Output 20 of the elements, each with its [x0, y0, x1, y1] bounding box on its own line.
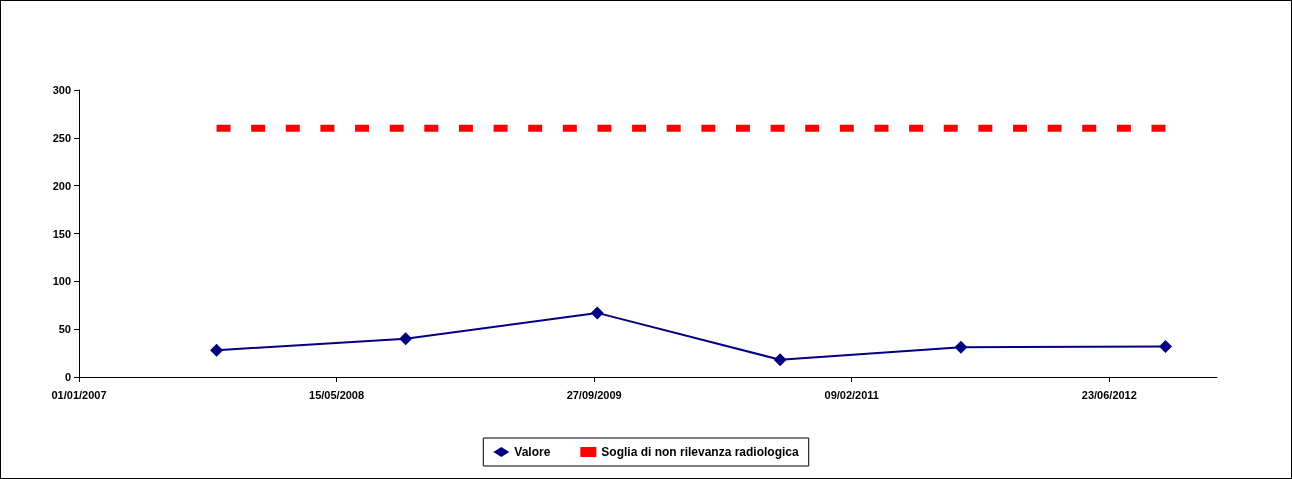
x-tick-label: 09/02/2011 [824, 388, 879, 401]
point [590, 306, 604, 320]
x-tick-label: 15/05/2008 [309, 388, 365, 401]
y-tick-label: 150 [52, 227, 71, 240]
legend-label: Valore [514, 445, 551, 459]
point [1158, 339, 1172, 353]
y-tick-label: 100 [52, 275, 71, 288]
y-tick-label: 200 [52, 179, 71, 192]
legend-label: Soglia di non rilevanza radiologica [601, 445, 800, 459]
point [210, 343, 224, 357]
point [773, 353, 787, 367]
point [399, 332, 413, 346]
y-tick-label: 250 [52, 131, 71, 144]
y-tick-label: 300 [52, 84, 71, 96]
y-tick-label: 50 [58, 323, 71, 336]
y-tick-label: 0 [64, 371, 71, 383]
point [954, 340, 968, 354]
x-tick-label: 01/01/2007 [51, 388, 107, 401]
x-tick-label: 27/09/2009 [566, 388, 622, 401]
x-tick-label: 23/06/2012 [1081, 388, 1137, 401]
